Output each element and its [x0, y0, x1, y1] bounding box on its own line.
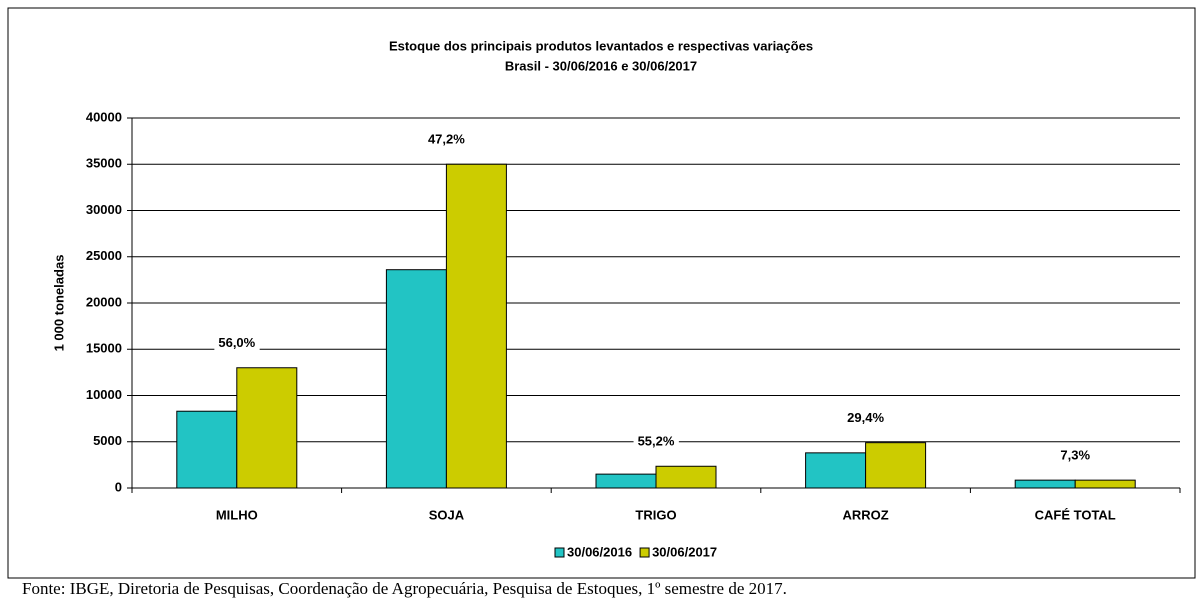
bar — [176, 410, 238, 489]
variation-label: 47,2% — [428, 132, 465, 147]
chart-title: Estoque dos principais produtos levantad… — [389, 38, 813, 53]
chart-subtitle: Brasil - 30/06/2016 e 30/06/2017 — [505, 58, 697, 73]
variation-label-bg — [423, 130, 470, 148]
variation-label: 7,3% — [1060, 448, 1090, 463]
legend-swatch — [639, 547, 650, 558]
y-tick-label: 40000 — [86, 109, 122, 124]
variation-label: 55,2% — [638, 434, 675, 449]
y-tick-label: 15000 — [86, 341, 122, 356]
y-tick-label: 10000 — [86, 387, 122, 402]
x-tick-label: ARROZ — [842, 507, 888, 522]
variation-label-bg — [843, 409, 889, 427]
x-tick-label: MILHO — [216, 507, 258, 522]
variation-label-bg — [1056, 446, 1095, 464]
y-tick-label: 0 — [115, 479, 122, 494]
y-tick-label: 30000 — [86, 202, 122, 217]
bar — [865, 442, 927, 489]
x-tick-label: SOJA — [429, 507, 465, 522]
y-tick-label: 25000 — [86, 248, 122, 263]
legend-label: 30/06/2017 — [652, 544, 717, 559]
variation-label-bg — [214, 334, 260, 352]
variation-label-bg — [633, 432, 679, 450]
y-tick-label: 35000 — [86, 156, 122, 171]
bar — [1014, 479, 1076, 489]
variation-label: 29,4% — [847, 410, 884, 425]
y-tick-label: 20000 — [86, 294, 122, 309]
bar — [236, 367, 298, 489]
bar — [655, 465, 717, 489]
chart-frame — [7, 7, 1196, 579]
y-tick-label: 5000 — [93, 433, 122, 448]
bar — [805, 452, 867, 489]
x-tick-label: CAFÉ TOTAL — [1035, 507, 1116, 522]
footer: Fonte: IBGE, Diretoria de Pesquisas, Coo… — [22, 579, 787, 598]
bar — [1074, 479, 1136, 489]
bar — [445, 163, 507, 489]
legend-swatch — [554, 547, 565, 558]
bar — [385, 269, 447, 489]
legend-label: 30/06/2016 — [567, 544, 632, 559]
bar — [595, 473, 657, 489]
x-tick-label: TRIGO — [635, 507, 676, 522]
variation-label: 56,0% — [218, 335, 255, 350]
y-axis-label: 1 000 toneladas — [51, 255, 66, 352]
